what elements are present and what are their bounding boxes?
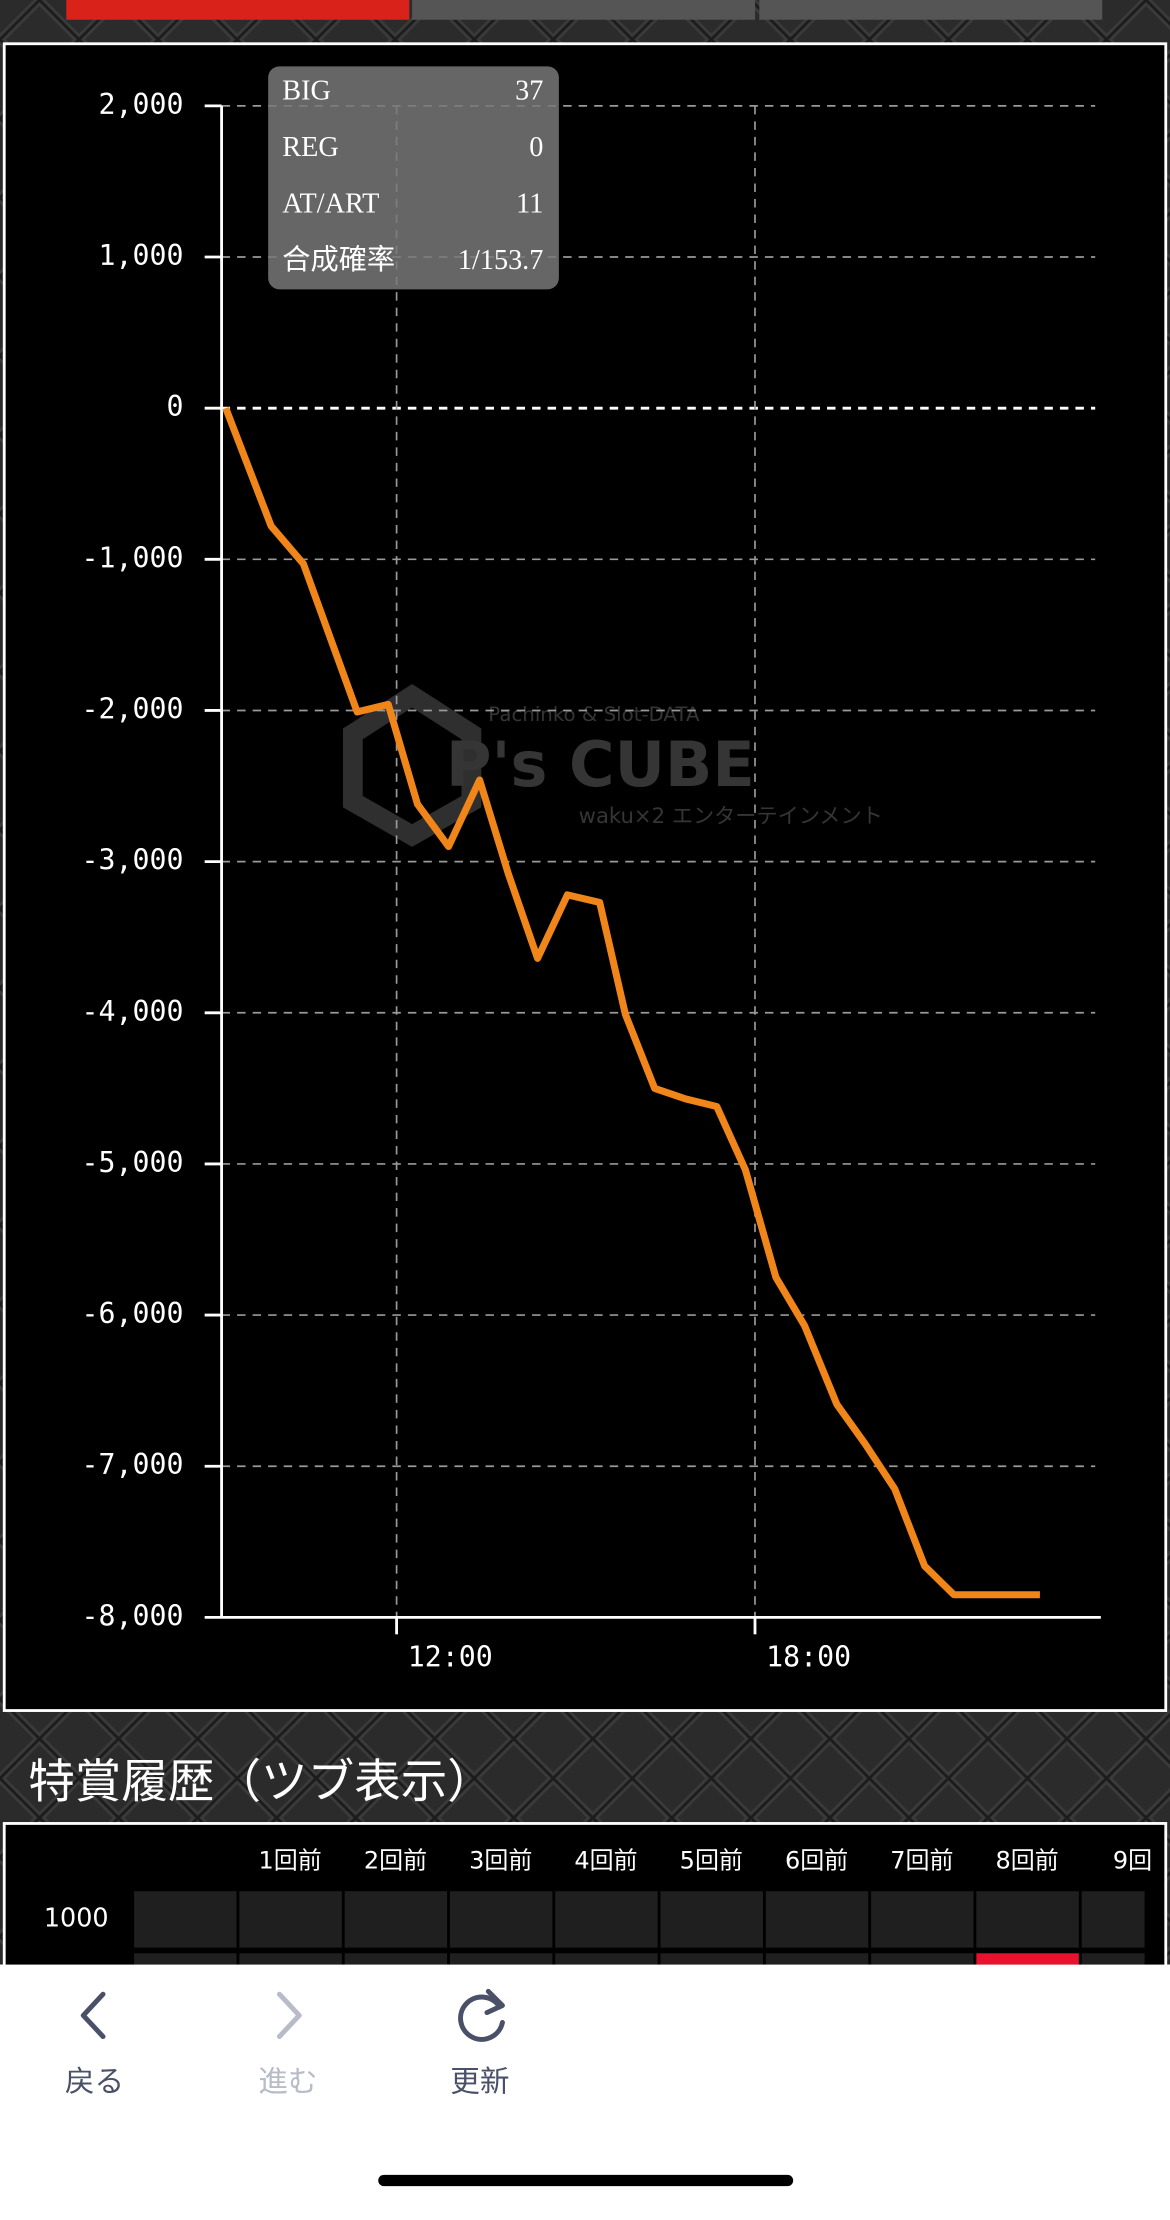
y-tick-label: -4,000 [82, 995, 184, 1028]
history-cell [134, 1953, 237, 1965]
forward-button[interactable]: 進む [258, 1991, 318, 2099]
stat-label: REG [282, 132, 338, 163]
column-header: 5回前 [680, 1847, 743, 1875]
axes: -8,000 -7,000 -6,000 -5,000 -4,000 -3,000 -2,0… [82, 88, 1101, 1673]
home-indicator [378, 2174, 794, 2187]
x-tick-label: 12:00 [408, 1640, 493, 1673]
chart-panel [2, 42, 1168, 1712]
y-tick-label: -6,000 [82, 1297, 184, 1330]
stats-bg [268, 66, 559, 290]
watermark: Pachinko & Slot-DATA P's CUBE waku×2 エンタ… [342, 684, 883, 847]
toolbar [0, 1964, 1170, 2213]
stat-label: AT/ART [282, 189, 379, 220]
reload-label: 更新 [450, 2064, 509, 2099]
history-cell [449, 1953, 553, 1965]
row-label: 1000 [44, 1902, 109, 1932]
history-cell [555, 1953, 658, 1965]
stat-value: 1/153.7 [458, 245, 543, 276]
stat-value: 11 [516, 189, 543, 220]
reload-button[interactable]: 更新 [450, 1988, 509, 2099]
history-cell [660, 1891, 763, 1948]
forward-label: 進む [258, 2064, 317, 2099]
column-header: 3回前 [469, 1847, 532, 1875]
history-cell [344, 1953, 448, 1965]
column-header: 1回前 [259, 1847, 322, 1875]
back-button[interactable]: 戻る [65, 1991, 124, 2099]
history-cell [765, 1891, 869, 1948]
column-header: 9回 [1113, 1847, 1152, 1875]
y-tick-label: -5,000 [82, 1146, 184, 1179]
history-cell [660, 1953, 763, 1965]
reload-arrow [484, 1988, 505, 2016]
column-header: 6回前 [785, 1847, 848, 1875]
history-cell [871, 1953, 974, 1965]
history-table: 1回前 2回前 3回前 4回前 5回前 6回前 7回前 8回前 9回 1000 [44, 1847, 1152, 1965]
history-cell [555, 1891, 658, 1948]
y-tick-label: -7,000 [82, 1448, 184, 1481]
tab-active[interactable] [66, 0, 410, 20]
history-cell [1081, 1953, 1145, 1965]
column-header: 8回前 [996, 1847, 1059, 1875]
watermark-logo: P's CUBE [446, 728, 755, 801]
y-tick-label: -3,000 [82, 844, 184, 877]
y-tick-label: -8,000 [82, 1599, 184, 1632]
tab[interactable] [412, 0, 756, 20]
stat-value: 37 [515, 76, 543, 107]
stat-label: 合成確率 [282, 244, 395, 276]
reload-icon [458, 1994, 505, 2042]
y-tick-label: -1,000 [82, 541, 184, 574]
history-cell [239, 1891, 342, 1948]
history-cell [134, 1891, 237, 1948]
series-line [222, 406, 1040, 1599]
history-cell [871, 1891, 974, 1948]
forward-icon [276, 1991, 302, 2040]
watermark-text: Pachinko & Slot-DATA [488, 703, 700, 726]
y-tick-label: 1,000 [99, 239, 184, 272]
y-tick-label: 0 [166, 390, 183, 423]
column-header: 2回前 [364, 1847, 427, 1875]
tab[interactable] [759, 0, 1103, 20]
history-cell [239, 1953, 342, 1965]
history-cell-hit [976, 1953, 1079, 1965]
history-cell [765, 1953, 869, 1965]
back-icon [80, 1991, 106, 2040]
y-tick-label: -2,000 [82, 692, 184, 725]
column-header: 7回前 [890, 1847, 953, 1875]
column-header: 4回前 [574, 1847, 637, 1875]
history-cell [1081, 1891, 1145, 1948]
x-tick-label: 18:00 [766, 1640, 851, 1673]
watermark-text: waku×2 エンターテインメント [579, 803, 883, 828]
stat-value: 0 [529, 132, 543, 163]
y-tick-label: 2,000 [99, 88, 184, 121]
history-cell [976, 1891, 1079, 1948]
stats-box: BIG 37 REG 0 AT/ART 11 合成確率 1/153.7 [268, 66, 559, 290]
stat-label: BIG [282, 76, 331, 107]
section-title: 特賞履歴（ツブ表示） [28, 1756, 494, 1808]
history-cell [344, 1891, 448, 1948]
history-cell [449, 1891, 553, 1948]
back-label: 戻る [65, 2064, 124, 2099]
